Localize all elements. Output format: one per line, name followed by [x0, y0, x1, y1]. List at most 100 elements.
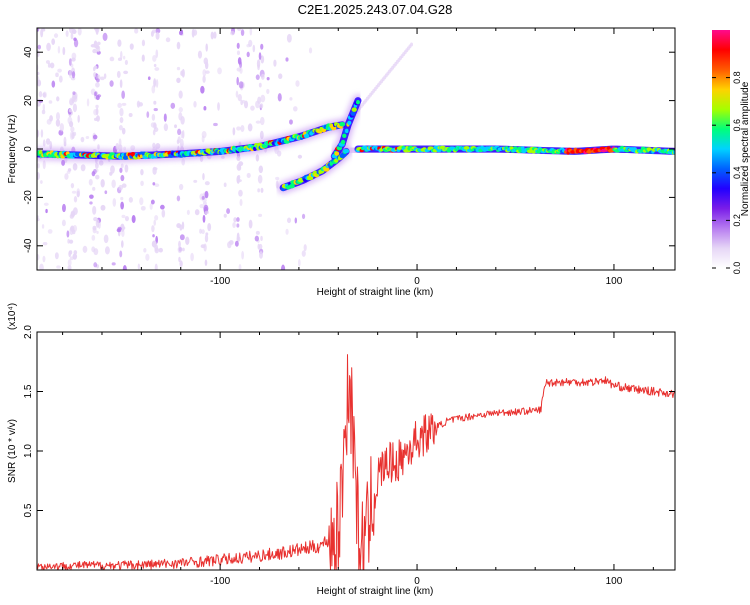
spectrogram-speckle: [43, 202, 49, 206]
spectrogram-speckle: [237, 179, 242, 183]
spectrogram-speckle: [213, 122, 218, 127]
spectrogram-speckle: [257, 188, 260, 193]
spectrogram-speckle: [70, 32, 74, 40]
spectrogram-speckle: [236, 42, 240, 49]
spectrogram-speckle: [37, 215, 40, 219]
snr-series-line: [37, 354, 675, 570]
snr-xtick-label: 100: [606, 576, 623, 587]
spectrogram-speckle: [205, 232, 209, 236]
spectrogram-ridge-cell: [344, 128, 349, 134]
spectrogram-speckle: [236, 50, 241, 56]
spectrogram-speckle: [72, 103, 78, 113]
spectrogram-speckle: [131, 215, 136, 224]
spectrogram-speckle: [252, 44, 256, 53]
spectrogram-speckle: [301, 250, 306, 257]
spectrogram-ytick-label: 0: [23, 146, 34, 152]
spectrogram-speckle: [63, 141, 67, 147]
spectrogram-speckle: [153, 63, 157, 68]
spectrogram-speckle: [128, 197, 133, 203]
spectrogram-speckle: [69, 239, 74, 244]
spectrogram-speckle: [41, 109, 46, 115]
spectrogram-speckle: [119, 107, 124, 117]
spectrogram-speckle: [72, 253, 78, 260]
spectrogram-speckle: [193, 100, 197, 108]
spectrogram-speckle: [257, 64, 260, 71]
spectrogram-speckle: [117, 39, 122, 47]
spectrogram-speckle: [45, 208, 48, 214]
spectrogram-speckle: [286, 33, 292, 43]
spectrogram-panel: -100 0 100 -40 -20 0 20 40 Height of straight l…: [7, 27, 676, 298]
spectrogram-speckle: [42, 103, 46, 112]
spectrogram-speckle: [85, 135, 90, 140]
spectrogram-speckle: [94, 162, 99, 169]
spectrogram-speckle: [42, 241, 48, 246]
spectrogram-speckle: [82, 245, 88, 253]
spectrogram-speckle: [204, 61, 209, 70]
spectrogram-speckle: [236, 156, 241, 161]
spectrogram-speckle: [77, 28, 82, 36]
spectrogram-speckle: [232, 127, 236, 136]
spectrogram-speckle: [110, 165, 115, 174]
spectrogram-speckle: [204, 190, 209, 199]
spectrogram-speckle: [295, 80, 300, 87]
spectrogram-speckle: [213, 31, 217, 39]
spectrogram-ridge-cell: [288, 183, 295, 189]
spectrogram-speckle: [104, 246, 110, 255]
spectrogram-speckle: [178, 90, 183, 99]
spectrogram-speckle: [258, 213, 263, 217]
spectrogram-speckle: [65, 30, 69, 37]
spectrogram-speckle: [151, 85, 156, 94]
spectrogram-speckle: [176, 77, 181, 84]
spectrogram-speckle: [40, 129, 44, 138]
spectrogram-speckle: [119, 167, 123, 173]
spectrogram-speckle: [95, 174, 100, 180]
spectrogram-ridge-cell: [342, 133, 347, 139]
colorbar-ticks: 0.0 0.2 0.4 0.6 0.8: [712, 71, 742, 274]
spectrogram-speckle: [239, 67, 243, 74]
spectrogram-speckle: [260, 94, 266, 103]
spectrogram-image: [37, 28, 675, 270]
spectrogram-speckle: [120, 174, 125, 182]
spectrogram-speckle: [47, 62, 51, 68]
spectrogram-ridge-cell: [509, 146, 514, 150]
spectrogram-ridge-cell: [672, 150, 675, 155]
spectrogram-speckle: [246, 172, 251, 179]
spectrogram-speckle: [90, 43, 96, 48]
spectrogram-speckle: [202, 75, 206, 83]
spectrogram-speckle: [91, 234, 96, 241]
spectrogram-speckle: [199, 204, 205, 209]
spectrogram-speckle: [92, 186, 96, 191]
spectrogram-ytick-label: -20: [23, 190, 34, 205]
spectrogram-speckle: [141, 39, 146, 47]
spectrogram-speckle: [201, 229, 205, 235]
spectrogram-speckle: [237, 93, 242, 102]
spectrogram-speckle: [120, 50, 123, 60]
spectrogram-speckle: [177, 128, 182, 136]
spectrogram-ytick-label: 40: [23, 46, 34, 58]
spectrogram-speckle: [123, 146, 127, 151]
spectrogram-speckle: [248, 39, 253, 47]
spectrogram-speckle: [236, 76, 239, 86]
spectrogram-speckle: [294, 217, 298, 224]
spectrogram-speckle: [226, 208, 231, 215]
spectrogram-speckle: [117, 226, 122, 231]
spectrogram-speckle: [37, 163, 40, 169]
spectrogram-speckle: [73, 39, 79, 48]
spectrogram-speckle: [289, 97, 293, 101]
spectrogram-speckle: [67, 259, 72, 267]
spectrogram-speckle: [128, 113, 133, 118]
spectrogram-speckle: [278, 73, 283, 80]
spectrogram-speckle: [191, 28, 195, 38]
spectrogram-speckle: [255, 120, 261, 124]
spectrogram-speckle: [238, 81, 244, 89]
spectrogram-speckle: [57, 68, 62, 73]
spectrogram-speckle: [152, 166, 157, 175]
spectrogram-speckle: [66, 170, 71, 174]
spectrogram-speckle: [152, 182, 156, 186]
spectrogram-speckle: [55, 72, 59, 78]
spectrogram-speckle: [100, 76, 105, 81]
spectrogram-speckle: [163, 113, 167, 122]
spectrogram-speckle: [176, 139, 180, 144]
